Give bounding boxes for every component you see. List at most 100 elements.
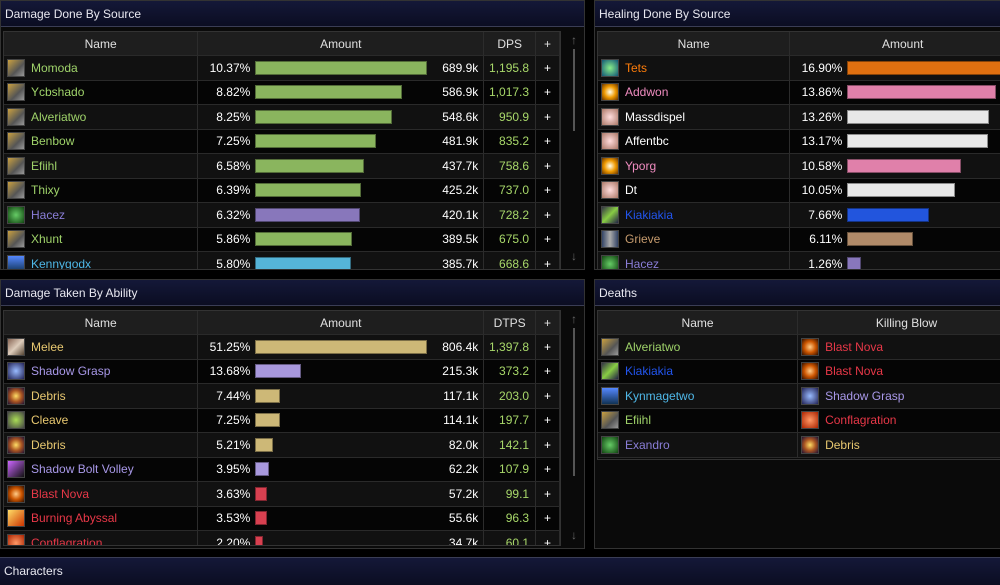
- name-label[interactable]: Shadow Grasp: [31, 364, 111, 379]
- expand-button[interactable]: +: [536, 227, 560, 251]
- expand-button[interactable]: +: [536, 482, 560, 506]
- table-row[interactable]: Addwon 13.86%: [598, 80, 1000, 105]
- scroll-up-icon[interactable]: ↑: [571, 312, 577, 326]
- name-label[interactable]: Kiakiakia: [625, 364, 674, 379]
- name-label[interactable]: Affentbc: [625, 134, 669, 149]
- table-row[interactable]: Melee 51.25% 806.4k 1,397.8 +: [4, 335, 560, 360]
- expand-button[interactable]: +: [536, 457, 560, 481]
- column-header-name[interactable]: Name: [598, 32, 791, 55]
- table-row[interactable]: Hacez 1.26%: [598, 252, 1000, 270]
- name-label[interactable]: Debris: [31, 388, 66, 403]
- scroll-up-icon[interactable]: ↑: [571, 33, 577, 47]
- name-label[interactable]: Debris: [31, 437, 66, 452]
- scroll-down-icon[interactable]: ↓: [571, 528, 577, 542]
- scrollbar-thumb[interactable]: [573, 49, 575, 131]
- killing-blow-label[interactable]: Blast Nova: [825, 339, 884, 354]
- table-row[interactable]: Efiihl 6.58% 437.7k 758.6 +: [4, 154, 560, 179]
- table-row[interactable]: Alveriatwo Blast Nova: [598, 335, 1000, 360]
- table-row[interactable]: Conflagration 2.20% 34.7k 60.1 +: [4, 531, 560, 546]
- name-label[interactable]: Exandro: [625, 437, 670, 452]
- table-row[interactable]: Ycbshado 8.82% 586.9k 1,017.3 +: [4, 80, 560, 105]
- table-row[interactable]: Shadow Bolt Volley 3.95% 62.2k 107.9 +: [4, 457, 560, 482]
- name-label[interactable]: Dt: [625, 183, 637, 198]
- expand-button[interactable]: +: [536, 408, 560, 432]
- expand-button[interactable]: +: [536, 56, 560, 80]
- table-row[interactable]: Debris 5.21% 82.0k 142.1 +: [4, 433, 560, 458]
- table-row[interactable]: Hacez 6.32% 420.1k 728.2 +: [4, 203, 560, 228]
- name-label[interactable]: Benbow: [31, 134, 75, 149]
- name-label[interactable]: Shadow Bolt Volley: [31, 462, 134, 477]
- name-label[interactable]: Alveriatwo: [31, 109, 87, 124]
- column-header-amount[interactable]: Amount: [198, 32, 485, 55]
- name-label[interactable]: Alveriatwo: [625, 339, 681, 354]
- expand-button[interactable]: +: [536, 154, 560, 178]
- table-row[interactable]: Benbow 7.25% 481.9k 835.2 +: [4, 129, 560, 154]
- name-label[interactable]: Momoda: [31, 60, 78, 75]
- name-label[interactable]: Kiakiakia: [625, 207, 674, 222]
- expand-button[interactable]: +: [536, 359, 560, 383]
- table-row[interactable]: Kiakiakia Blast Nova: [598, 359, 1000, 384]
- column-header-name[interactable]: Name: [4, 32, 199, 55]
- name-label[interactable]: Kynmagetwo: [625, 388, 695, 403]
- expand-button[interactable]: +: [536, 531, 560, 545]
- column-header-amount[interactable]: Amount: [198, 311, 485, 334]
- name-label[interactable]: Grieve: [625, 232, 661, 247]
- name-label[interactable]: Ycbshado: [31, 85, 85, 100]
- name-label[interactable]: Burning Abyssal: [31, 511, 118, 526]
- table-row[interactable]: Xhunt 5.86% 389.5k 675.0 +: [4, 227, 560, 252]
- column-header-+[interactable]: +: [536, 32, 560, 55]
- name-label[interactable]: Blast Nova: [31, 486, 90, 501]
- table-row[interactable]: Yporg 10.58%: [598, 154, 1000, 179]
- column-header-name[interactable]: Name: [4, 311, 199, 334]
- name-label[interactable]: Addwon: [625, 85, 669, 100]
- expand-button[interactable]: +: [536, 80, 560, 104]
- column-header-name[interactable]: Name: [598, 311, 799, 334]
- table-row[interactable]: Thixy 6.39% 425.2k 737.0 +: [4, 178, 560, 203]
- column-header-dtps[interactable]: DTPS: [484, 311, 537, 334]
- column-header-killing-blow[interactable]: Killing Blow: [798, 311, 1000, 334]
- table-row[interactable]: Kiakiakia 7.66%: [598, 203, 1000, 228]
- name-label[interactable]: Yporg: [625, 158, 657, 173]
- table-row[interactable]: Tets 16.90%: [598, 56, 1000, 81]
- killing-blow-label[interactable]: Shadow Grasp: [825, 388, 905, 403]
- expand-button[interactable]: +: [536, 178, 560, 202]
- name-label[interactable]: Tets: [625, 60, 648, 75]
- table-row[interactable]: Dt 10.05%: [598, 178, 1000, 203]
- scroll-down-icon[interactable]: ↓: [571, 249, 577, 263]
- name-label[interactable]: Cleave: [31, 413, 69, 428]
- killing-blow-label[interactable]: Conflagration: [825, 413, 897, 428]
- name-label[interactable]: Conflagration: [31, 535, 103, 546]
- expand-button[interactable]: +: [536, 506, 560, 530]
- table-row[interactable]: Exandro Debris: [598, 433, 1000, 458]
- killing-blow-label[interactable]: Blast Nova: [825, 364, 884, 379]
- table-row[interactable]: Shadow Grasp 13.68% 215.3k 373.2 +: [4, 359, 560, 384]
- expand-button[interactable]: +: [536, 252, 560, 269]
- table-row[interactable]: Burning Abyssal 3.53% 55.6k 96.3 +: [4, 506, 560, 531]
- name-label[interactable]: Kennygodx: [31, 256, 92, 270]
- table-row[interactable]: Grieve 6.11%: [598, 227, 1000, 252]
- name-label[interactable]: Xhunt: [31, 232, 63, 247]
- characters-section-header[interactable]: Characters: [0, 557, 1000, 585]
- table-row[interactable]: Momoda 10.37% 689.9k 1,195.8 +: [4, 56, 560, 81]
- table-row[interactable]: Blast Nova 3.63% 57.2k 99.1 +: [4, 482, 560, 507]
- name-label[interactable]: Efiihl: [31, 158, 58, 173]
- killing-blow-label[interactable]: Debris: [825, 437, 860, 452]
- table-row[interactable]: Efiihl Conflagration: [598, 408, 1000, 433]
- table-row[interactable]: Affentbc 13.17%: [598, 129, 1000, 154]
- table-row[interactable]: Kennygodx 5.80% 385.7k 668.6 +: [4, 252, 560, 270]
- name-label[interactable]: Thixy: [31, 183, 60, 198]
- expand-button[interactable]: +: [536, 105, 560, 129]
- table-row[interactable]: Cleave 7.25% 114.1k 197.7 +: [4, 408, 560, 433]
- name-label[interactable]: Hacez: [625, 256, 660, 270]
- expand-button[interactable]: +: [536, 335, 560, 359]
- expand-button[interactable]: +: [536, 433, 560, 457]
- table-row[interactable]: Massdispel 13.26%: [598, 105, 1000, 130]
- table-row[interactable]: Kynmagetwo Shadow Grasp: [598, 384, 1000, 409]
- table-row[interactable]: Debris 7.44% 117.1k 203.0 +: [4, 384, 560, 409]
- scrollbar-thumb[interactable]: [573, 328, 575, 476]
- name-label[interactable]: Efiihl: [625, 413, 652, 428]
- expand-button[interactable]: +: [536, 129, 560, 153]
- expand-button[interactable]: +: [536, 203, 560, 227]
- name-label[interactable]: Massdispel: [625, 109, 686, 124]
- column-header-amount[interactable]: Amount: [790, 32, 1000, 55]
